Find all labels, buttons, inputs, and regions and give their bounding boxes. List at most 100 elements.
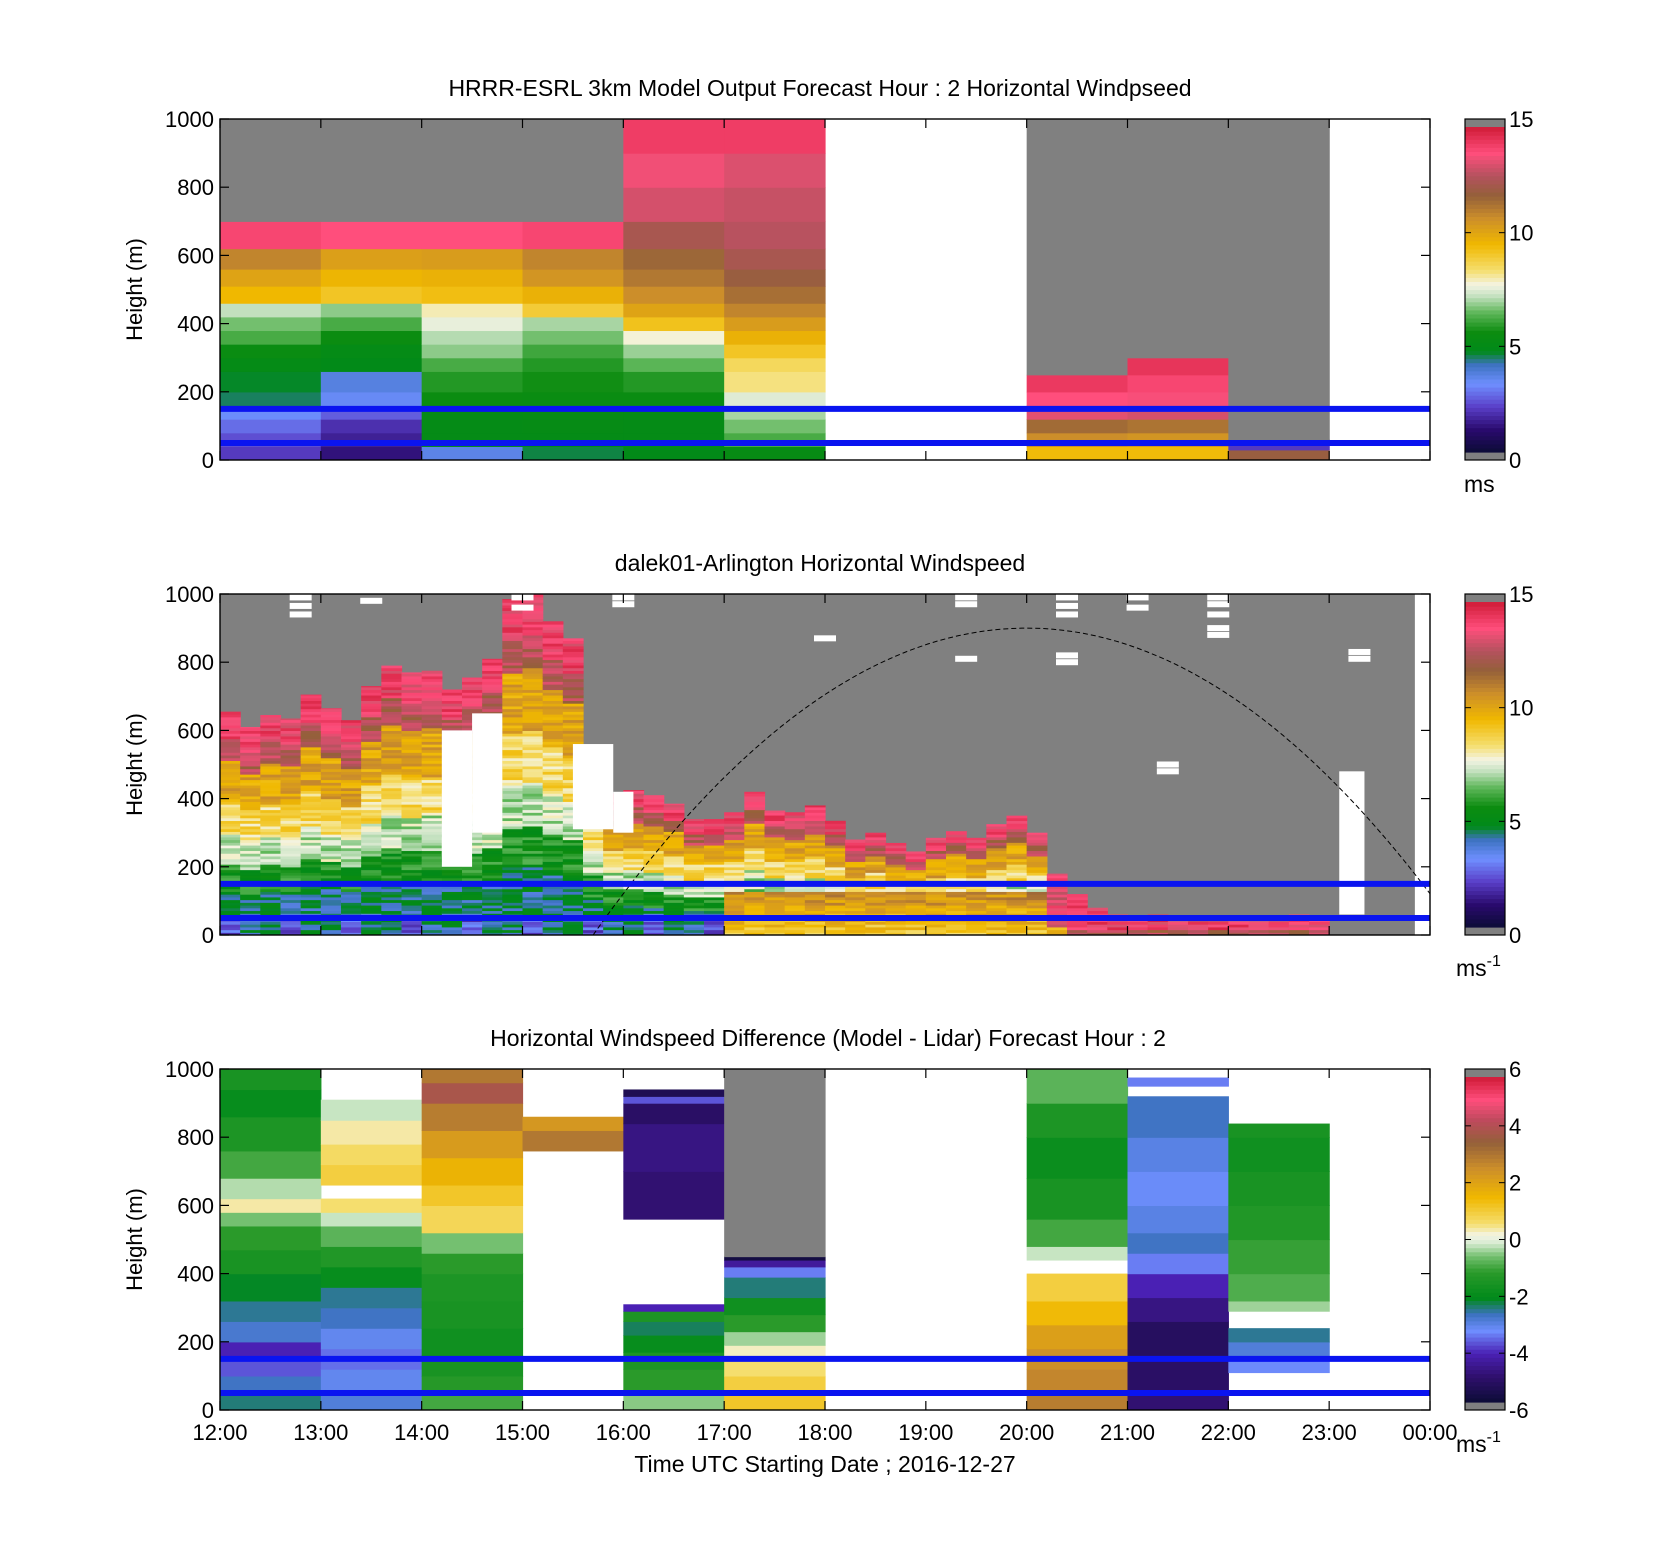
heatmap-cell: [320, 763, 342, 767]
heatmap-cell: [784, 929, 806, 933]
heatmap-cell: [240, 820, 261, 824]
heatmap-cell: [421, 344, 524, 359]
heatmap-cell: [381, 673, 403, 677]
heatmap-cell: [401, 722, 423, 726]
missing-data-mark: [955, 594, 978, 601]
heatmap-cell: [845, 888, 866, 892]
heatmap-cell: [986, 910, 1008, 914]
heatmap-cell: [522, 929, 544, 933]
heatmap-cell: [1026, 899, 1048, 903]
heatmap-cell: [421, 1082, 524, 1104]
heatmap-cell: [562, 722, 584, 726]
heatmap-cell: [623, 804, 645, 808]
heatmap-cell: [220, 357, 322, 372]
heatmap-cell: [421, 850, 443, 854]
heatmap-cell: [401, 765, 423, 770]
heatmap-cell: [744, 834, 766, 838]
heatmap-cell: [320, 344, 423, 359]
heatmap-cell: [341, 738, 362, 742]
heatmap-cell: [502, 924, 524, 928]
heatmap-cell: [220, 1225, 322, 1251]
heatmap-cell: [341, 874, 362, 879]
colorbar-segment: [1465, 1207, 1505, 1212]
heatmap-cell: [240, 891, 261, 895]
heatmap-cell: [381, 866, 403, 871]
heatmap-cell: [744, 894, 766, 898]
heatmap-cell: [401, 874, 423, 879]
heatmap-cell: [421, 1130, 524, 1159]
heatmap-cell: [744, 924, 766, 928]
heatmap-cell: [260, 828, 282, 832]
heatmap-cell: [240, 744, 261, 748]
heatmap-cell: [1067, 913, 1088, 917]
heatmap-cell: [401, 776, 423, 781]
heatmap-cell: [361, 793, 382, 797]
heatmap-cell: [683, 929, 705, 933]
heatmap-cell: [320, 749, 342, 753]
heatmap-cell: [361, 806, 382, 811]
heatmap-cell: [502, 694, 524, 699]
colorbar-segment: [1465, 350, 1505, 356]
heatmap-cell: [320, 784, 342, 789]
heatmap-cell: [724, 894, 745, 898]
colorbar-segment: [1465, 285, 1505, 291]
heatmap-cell: [401, 673, 423, 677]
heatmap-cell: [966, 855, 987, 860]
heatmap-cell: [341, 784, 362, 789]
heatmap-cell: [401, 823, 423, 827]
heatmap-cell: [300, 703, 322, 707]
heatmap-cell: [361, 754, 382, 759]
heatmap-cell: [643, 891, 665, 895]
heatmap-cell: [320, 269, 423, 287]
heatmap-cell: [502, 738, 524, 742]
heatmap-cell: [865, 834, 887, 838]
colorbar-segment: [1465, 415, 1505, 421]
heatmap-cell: [502, 705, 524, 710]
colorbar-segment: [1465, 853, 1505, 859]
heatmap-cell: [663, 913, 685, 917]
heatmap-cell: [280, 910, 302, 914]
heatmap-cell: [280, 738, 302, 742]
heatmap-cell: [300, 705, 322, 710]
heatmap-cell: [784, 814, 806, 819]
heatmap-cell: [381, 667, 403, 671]
panel-difference-y-label: Height (m): [122, 1188, 147, 1291]
colorbar-segment: [1465, 334, 1505, 339]
heatmap-cell: [623, 858, 645, 862]
heatmap-cell: [1026, 1273, 1129, 1302]
heatmap-cell: [401, 681, 423, 685]
heatmap-cell: [905, 921, 927, 925]
heatmap-cell: [502, 618, 524, 622]
heatmap-cell: [240, 825, 261, 830]
heatmap-cell: [421, 705, 443, 710]
heatmap-cell: [583, 844, 604, 849]
heatmap-cell: [1006, 932, 1028, 935]
heatmap-cell: [1046, 888, 1068, 892]
heatmap-cell: [865, 874, 887, 879]
heatmap-cell: [1228, 1239, 1330, 1275]
heatmap-cell: [946, 844, 967, 849]
heatmap-cell: [1107, 921, 1129, 925]
heatmap-cell: [623, 885, 645, 890]
heatmap-cell: [502, 632, 524, 636]
colorbar-segment: [1465, 196, 1505, 201]
heatmap-cell: [562, 932, 584, 935]
heatmap-cell: [704, 885, 725, 890]
heatmap-cell: [522, 391, 624, 407]
heatmap-cell: [885, 926, 907, 931]
heatmap-cell: [583, 853, 604, 857]
heatmap-cell: [320, 798, 342, 802]
heatmap-cell: [966, 850, 987, 854]
heatmap-cell: [865, 926, 887, 931]
colorbar-segment: [1465, 776, 1505, 782]
heatmap-cell: [260, 847, 282, 852]
heatmap-cell: [441, 700, 463, 704]
colorbar-segment: [1465, 1198, 1505, 1204]
heatmap-cell: [260, 904, 282, 909]
heatmap-cell: [764, 823, 786, 827]
heatmap-cell: [280, 754, 302, 759]
heatmap-cell: [502, 866, 524, 871]
heatmap-cell: [1147, 926, 1169, 931]
heatmap-cell: [502, 902, 524, 906]
